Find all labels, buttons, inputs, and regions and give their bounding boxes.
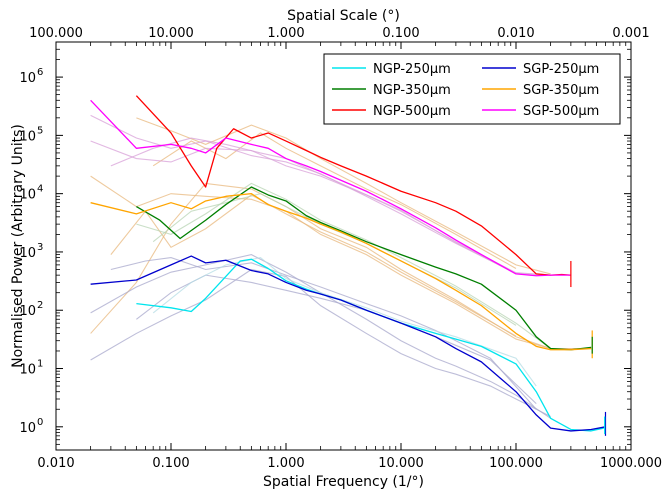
y-tick-exponent: 5 (37, 125, 43, 136)
y-tick-label: 10 (19, 188, 36, 203)
series-line (90, 255, 606, 432)
legend-box (323, 53, 621, 125)
y-tick-exponent: 6 (37, 67, 43, 78)
x-axis-label: Spatial Frequency (1/°) (263, 474, 424, 490)
y-tick-label: 10 (19, 304, 36, 319)
y-tick-label: 10 (19, 129, 36, 144)
y-tick-exponent: 1 (37, 359, 43, 370)
background-series-layer (90, 114, 586, 419)
background-series-line (90, 268, 551, 418)
top-tick-label: 0.010 (497, 26, 534, 41)
x-tick-label: 1.000 (267, 456, 304, 471)
top-tick-label: 10.000 (148, 26, 194, 41)
y-tick-exponent: 2 (37, 300, 43, 311)
background-series-line (136, 117, 551, 275)
y-tick-exponent: 4 (37, 184, 43, 195)
y-tick-label: 10 (19, 246, 36, 261)
x-tick-label: 0.100 (152, 456, 189, 471)
background-series-line (90, 175, 586, 350)
background-series-line (90, 254, 551, 419)
plot-frame (55, 41, 632, 451)
y-tick-label: 10 (19, 421, 36, 436)
top-tick-label: 0.001 (612, 26, 649, 41)
background-series-line (110, 137, 517, 275)
legend-label: NGP-350μm (373, 83, 451, 98)
top-tick-label: 100.000 (29, 26, 83, 41)
x-tick-label: 100.000 (489, 456, 543, 471)
background-series-line (90, 140, 551, 276)
top-tick-label: 0.100 (382, 26, 419, 41)
top-tick-label: 1.000 (267, 26, 304, 41)
background-series-line (110, 194, 517, 337)
y-tick-label: 10 (19, 71, 36, 86)
y-tick-exponent: 0 (37, 417, 43, 428)
y-axis-label: Normalised Power (Arbitrary Units) (10, 124, 26, 368)
legend-label: SGP-350μm (523, 83, 599, 98)
background-series-line (152, 132, 517, 269)
legend-label: NGP-250μm (373, 62, 451, 77)
series-line (90, 99, 571, 277)
background-series-line (152, 257, 537, 387)
series-line (135, 95, 571, 276)
series-line (90, 193, 592, 351)
tick-layer: 0.010 0.100 1.000 10.000 100.000 1000.000100.… (19, 26, 662, 471)
legend: NGP-250μm NGP-350μm NGP-500μm SGP-250μm SGP-… (323, 53, 621, 125)
top-axis-label: Spatial Scale (°) (287, 8, 400, 24)
background-series-line (90, 182, 586, 350)
legend-label: SGP-250μm (523, 62, 599, 77)
series-line (136, 186, 592, 351)
y-tick-exponent: 3 (37, 242, 43, 253)
x-tick-label: 10.000 (378, 456, 424, 471)
legend-label: NGP-500μm (373, 104, 451, 119)
y-tick-label: 10 (19, 363, 36, 378)
x-tick-label: 0.010 (37, 456, 74, 471)
background-series-line (136, 182, 551, 350)
x-tick-label: 1000.000 (600, 456, 662, 471)
background-series-line (136, 274, 537, 405)
background-series-line (90, 114, 551, 276)
background-series-line (110, 257, 537, 410)
series-layer (90, 95, 607, 436)
legend-label: SGP-500μm (523, 104, 599, 119)
